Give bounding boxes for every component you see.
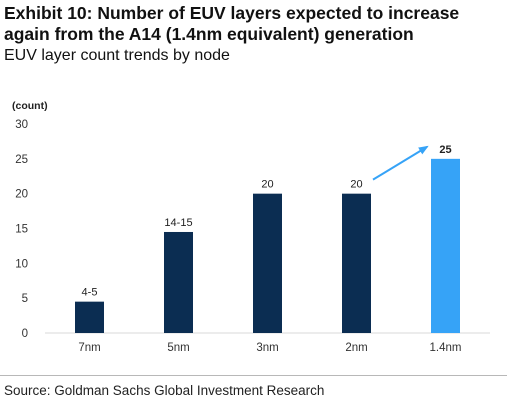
bars — [75, 158, 460, 333]
bar-2nm — [342, 193, 371, 333]
y-tick-label: 20 — [15, 189, 28, 201]
bar-chart: (count) 0 5 10 15 20 25 30 4-5 14-15 20 20 25 7nm 5… — [12, 100, 490, 354]
x-tick-label: 5nm — [167, 342, 189, 354]
source-note: Source: Goldman Sachs Global Investment … — [4, 383, 325, 398]
x-tick-label: 2nm — [345, 342, 367, 354]
y-tick-label: 10 — [15, 258, 28, 270]
page-subtitle: EUV layer count trends by node — [4, 47, 230, 64]
x-tick-label: 3nm — [256, 342, 278, 354]
x-axis: 7nm 5nm 3nm 2nm 1.4nm — [78, 342, 461, 354]
y-axis: 0 5 10 15 20 25 30 — [15, 119, 28, 340]
data-labels: 4-5 14-15 20 20 25 — [82, 144, 452, 299]
bar-5nm — [164, 231, 193, 333]
data-label: 20 — [261, 179, 273, 191]
x-tick-label: 7nm — [78, 342, 100, 354]
data-label: 25 — [439, 144, 451, 156]
bar-1-4nm — [431, 158, 460, 333]
y-axis-label: (count) — [12, 100, 48, 112]
y-tick-label: 15 — [15, 224, 28, 236]
x-tick-label: 1.4nm — [430, 342, 462, 354]
data-label: 14-15 — [164, 217, 192, 229]
data-label: 4-5 — [82, 287, 98, 299]
bar-7nm — [75, 301, 104, 333]
y-tick-label: 30 — [15, 119, 28, 131]
source-divider — [0, 375, 507, 376]
y-tick-label: 5 — [22, 293, 28, 305]
data-label: 20 — [350, 179, 362, 191]
bar-3nm — [253, 193, 282, 333]
page-title: Exhibit 10: Number of EUV layers expecte… — [4, 3, 460, 44]
trend-arrow — [372, 145, 429, 181]
y-tick-label: 0 — [22, 328, 28, 340]
y-tick-label: 25 — [15, 154, 28, 166]
